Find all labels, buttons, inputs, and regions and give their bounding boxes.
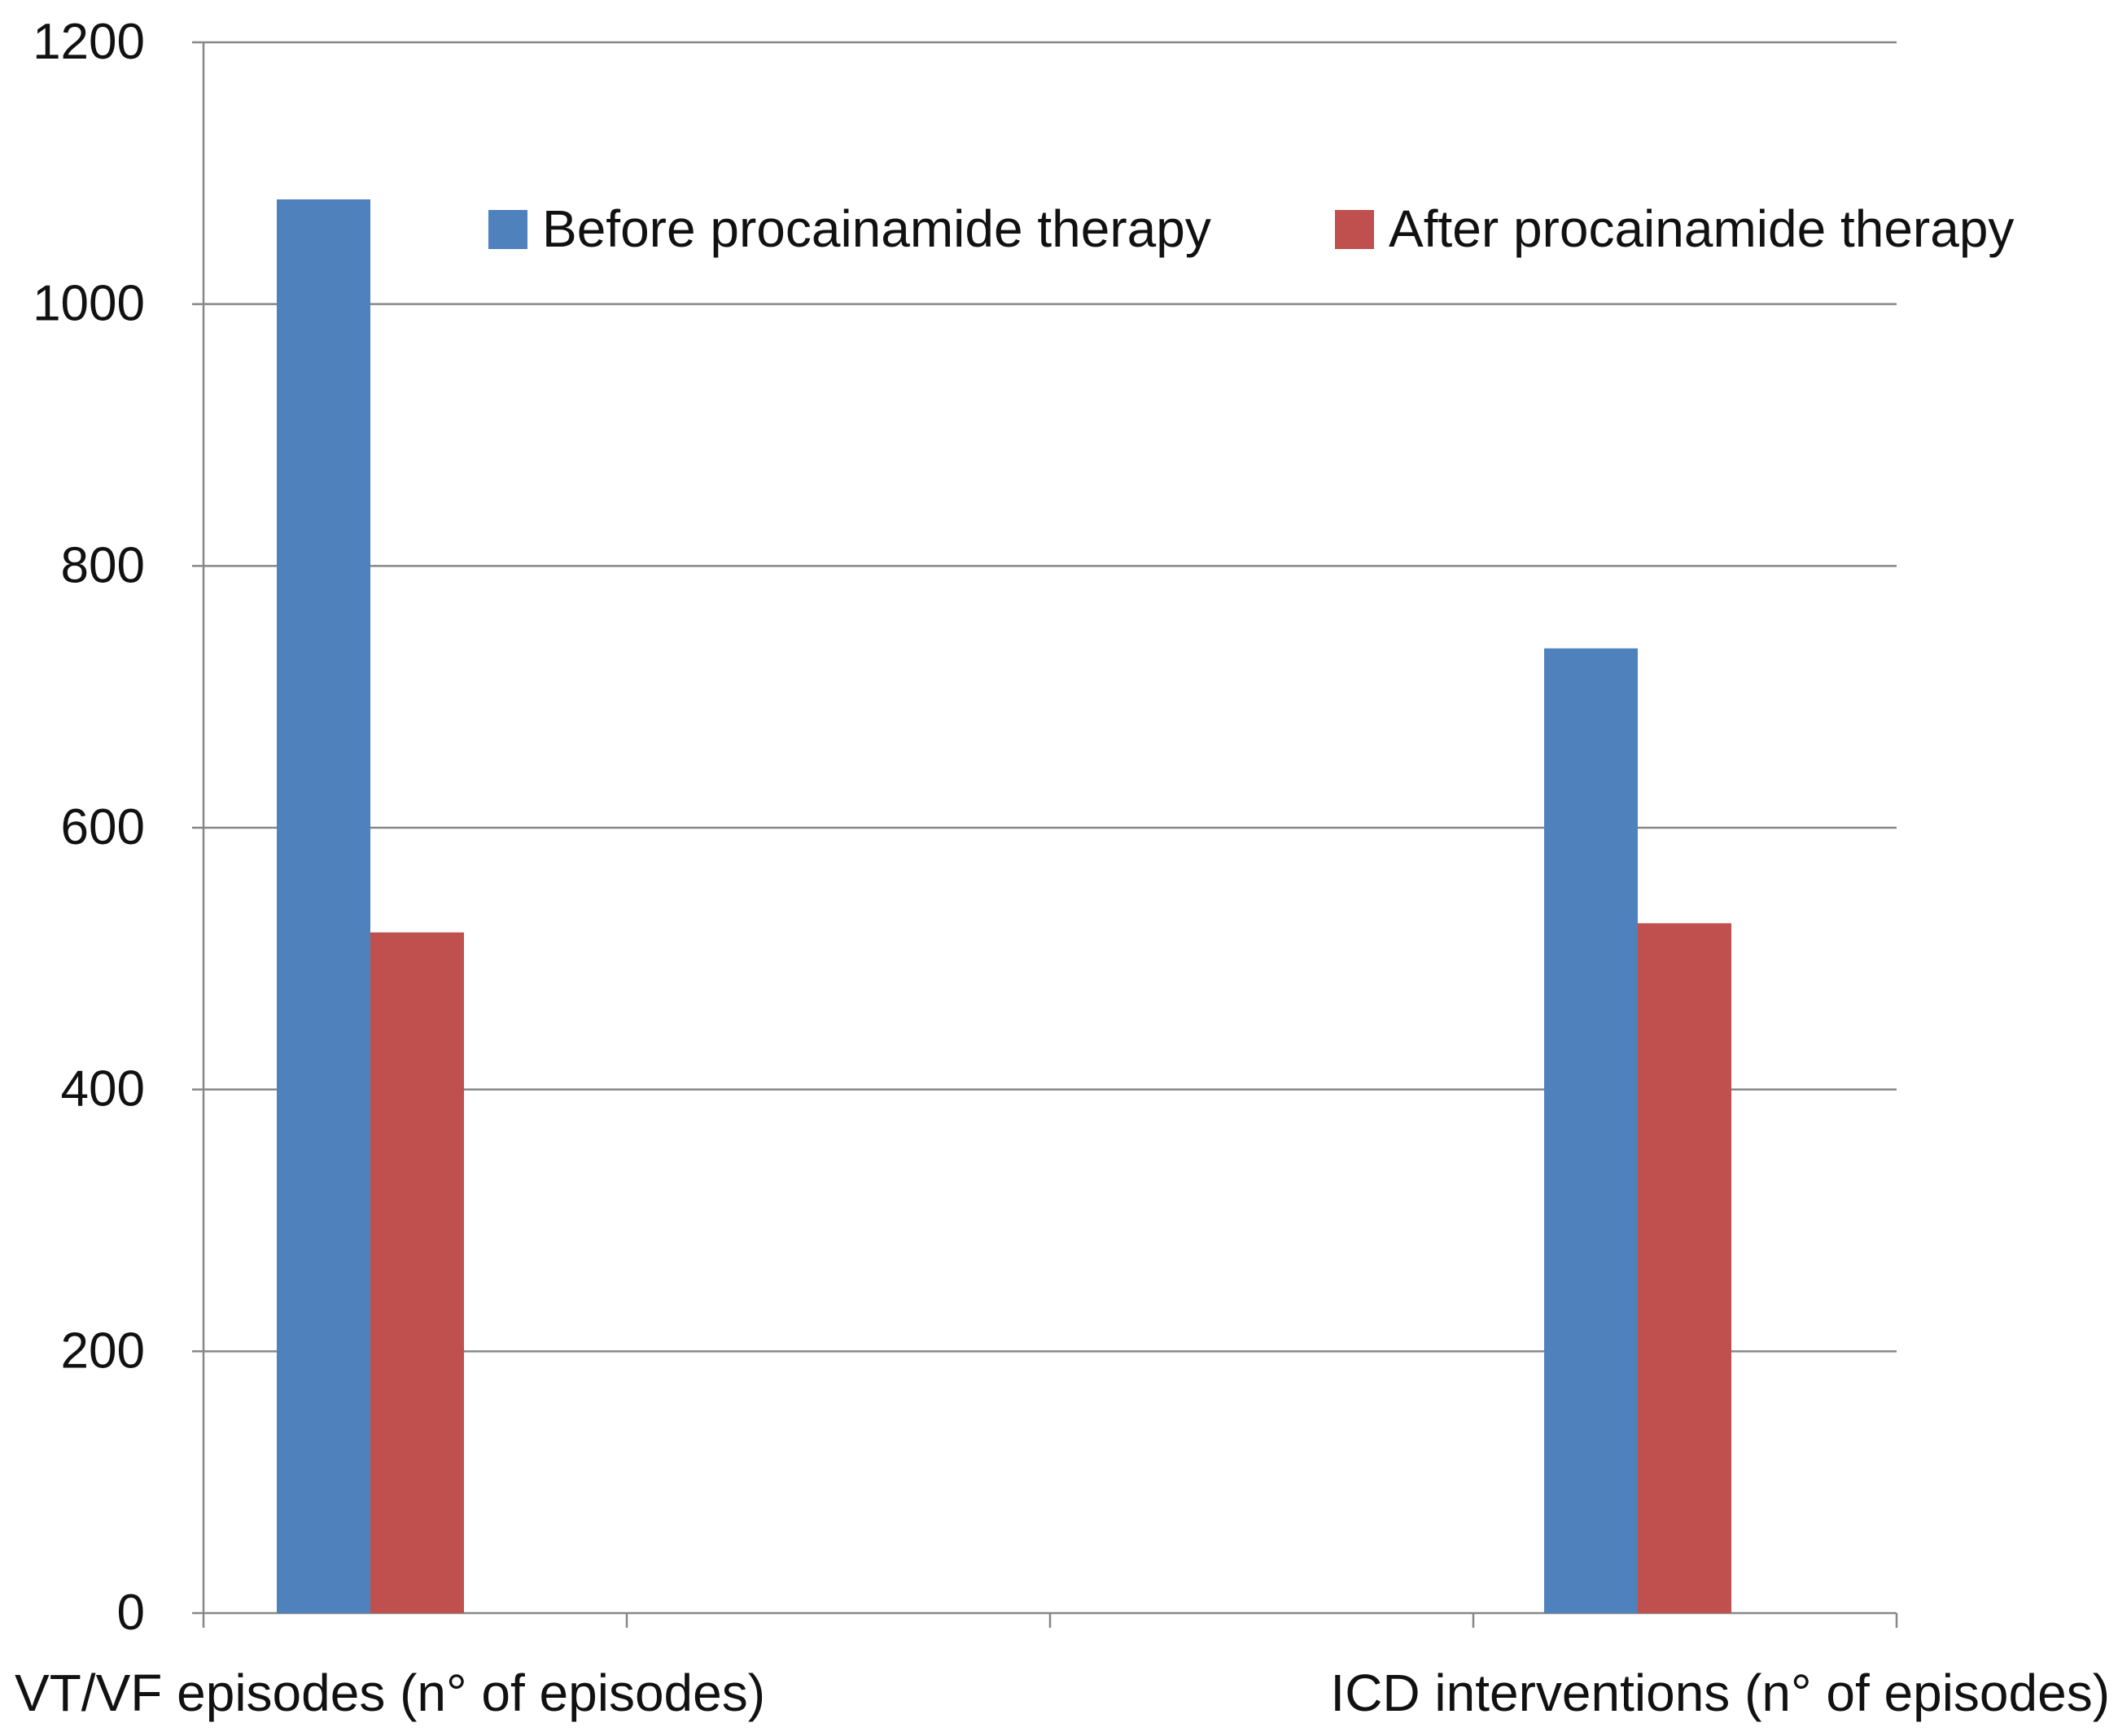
legend-label: Before procainamide therapy	[542, 199, 1211, 258]
y-tick-label: 1200	[33, 14, 145, 70]
bars	[277, 199, 1731, 1613]
y-tick-label: 400	[61, 1061, 145, 1117]
axis-labels: 0 200 400 600 800 1000 1200 VT/VF episodes (n° …	[15, 14, 2110, 1722]
legend-swatch	[488, 210, 527, 249]
legend-swatch	[1335, 210, 1374, 249]
y-tick-label: 0	[117, 1585, 145, 1641]
bar-before-icd	[1544, 648, 1638, 1613]
bar-after-vtvf	[370, 932, 464, 1613]
x-category-label: VT/VF episodes (n° of episodes)	[15, 1664, 765, 1722]
y-tick-label: 1000	[33, 276, 145, 332]
x-category-label: ICD interventions (n° of episodes)	[1330, 1664, 2110, 1722]
y-tick-label: 800	[61, 537, 145, 593]
bar-before-vtvf	[277, 199, 370, 1613]
legend-label: After procainamide therapy	[1389, 199, 2014, 258]
legend: Before procainamide therapy After procain…	[488, 199, 2014, 258]
bar-after-icd	[1638, 923, 1731, 1613]
y-tick-label: 600	[61, 799, 145, 855]
y-tick-label: 200	[61, 1323, 145, 1379]
